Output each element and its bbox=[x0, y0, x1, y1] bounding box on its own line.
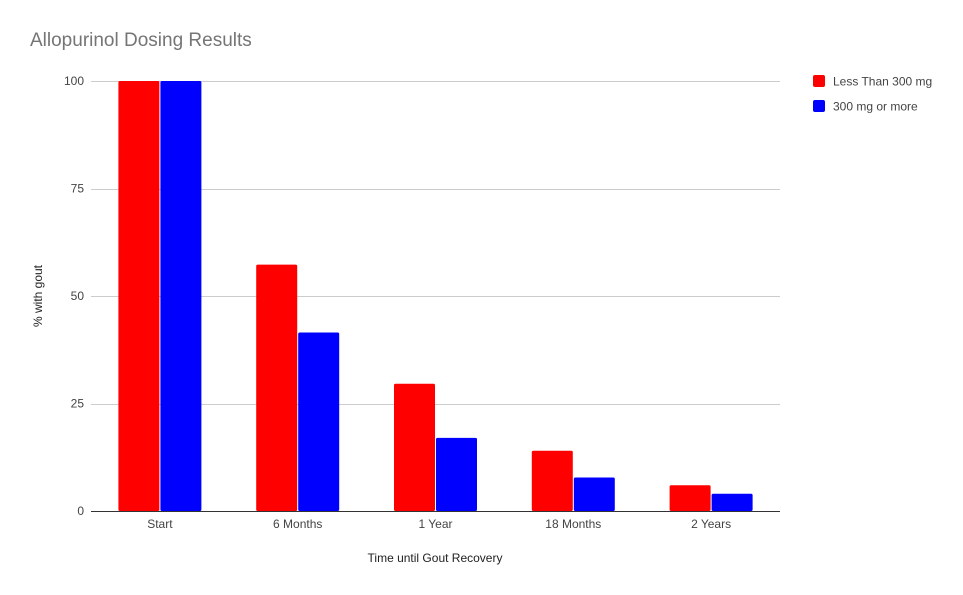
gridlines bbox=[91, 81, 780, 405]
y-tick-label: 75 bbox=[71, 182, 85, 196]
x-tick-label: 6 Months bbox=[273, 517, 322, 531]
chart-title: Allopurinol Dosing Results bbox=[30, 30, 252, 51]
axes: 0 25 50 75 100 Start 6 Months 1 Year 18 Months 2 … bbox=[64, 74, 780, 531]
y-tick-label: 100 bbox=[64, 74, 84, 88]
bar bbox=[394, 383, 435, 511]
legend-label: 300 mg or more bbox=[833, 100, 918, 114]
x-tick-label: 1 Year bbox=[418, 517, 452, 531]
bar bbox=[160, 81, 202, 511]
x-axis-title: Time until Gout Recovery bbox=[368, 551, 503, 565]
x-tick-label: Start bbox=[147, 517, 173, 531]
bar bbox=[711, 493, 753, 511]
x-tick-label: 2 Years bbox=[691, 517, 731, 531]
bars bbox=[118, 81, 753, 511]
bar bbox=[118, 81, 160, 511]
y-tick-label: 50 bbox=[71, 289, 85, 303]
y-tick-label: 25 bbox=[71, 397, 85, 411]
bar bbox=[531, 450, 573, 511]
legend-swatch bbox=[813, 100, 825, 112]
bar bbox=[256, 264, 298, 511]
bar bbox=[298, 332, 340, 511]
bar bbox=[669, 485, 711, 511]
legend-label: Less Than 300 mg bbox=[833, 75, 932, 89]
legend: Less Than 300 mg 300 mg or more bbox=[813, 75, 932, 114]
bar bbox=[436, 437, 477, 511]
y-tick-label: 0 bbox=[77, 504, 84, 518]
y-axis-title: % with gout bbox=[31, 264, 45, 327]
x-tick-label: 18 Months bbox=[545, 517, 601, 531]
legend-swatch bbox=[813, 75, 825, 87]
bar bbox=[573, 477, 615, 511]
